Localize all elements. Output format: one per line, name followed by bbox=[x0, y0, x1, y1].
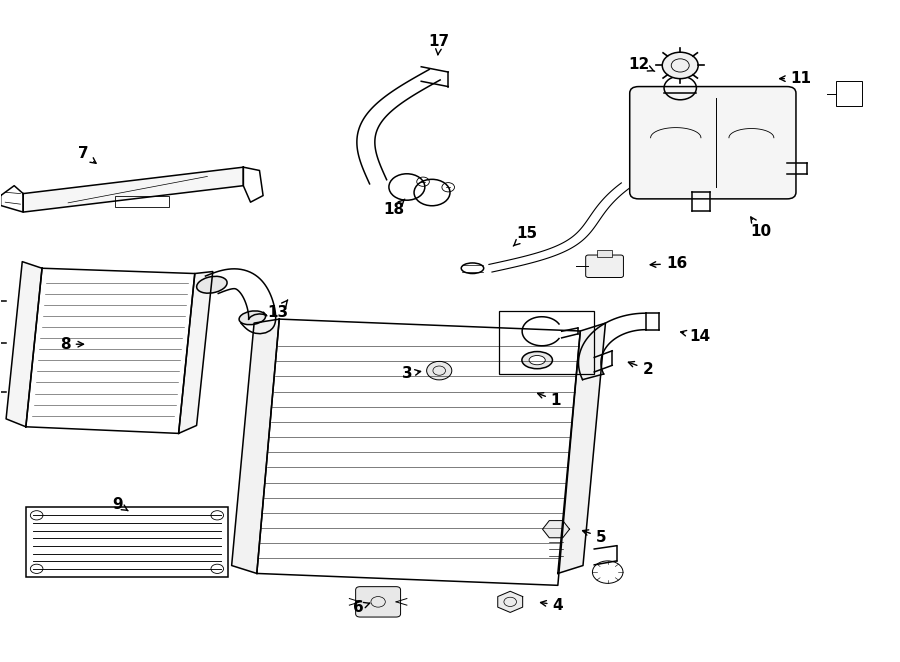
Text: 13: 13 bbox=[267, 300, 288, 320]
Bar bbox=[26, 507, 228, 577]
Text: 12: 12 bbox=[628, 57, 654, 71]
Ellipse shape bbox=[522, 352, 553, 369]
Text: 10: 10 bbox=[751, 217, 771, 240]
Text: 8: 8 bbox=[60, 337, 84, 352]
Polygon shape bbox=[231, 319, 279, 573]
Polygon shape bbox=[543, 520, 570, 538]
Text: 9: 9 bbox=[112, 496, 128, 512]
Text: 6: 6 bbox=[353, 600, 370, 614]
Ellipse shape bbox=[529, 355, 545, 365]
FancyBboxPatch shape bbox=[356, 587, 400, 617]
Polygon shape bbox=[178, 271, 212, 434]
FancyBboxPatch shape bbox=[630, 87, 796, 199]
Bar bbox=[500, 311, 594, 374]
Bar bbox=[115, 195, 169, 207]
Bar bbox=[836, 81, 861, 107]
Polygon shape bbox=[498, 591, 523, 612]
Ellipse shape bbox=[239, 311, 266, 324]
Text: 17: 17 bbox=[428, 34, 450, 55]
Text: 5: 5 bbox=[582, 530, 607, 545]
Text: 4: 4 bbox=[541, 598, 563, 612]
Polygon shape bbox=[558, 323, 606, 573]
Circle shape bbox=[662, 52, 698, 79]
Circle shape bbox=[427, 361, 452, 380]
Text: 1: 1 bbox=[537, 393, 562, 408]
Polygon shape bbox=[6, 261, 42, 427]
Text: 7: 7 bbox=[78, 146, 96, 164]
Text: 14: 14 bbox=[680, 329, 710, 344]
Text: 2: 2 bbox=[628, 361, 653, 377]
Text: 11: 11 bbox=[779, 71, 811, 86]
Text: 3: 3 bbox=[401, 367, 420, 381]
Ellipse shape bbox=[196, 276, 227, 293]
FancyBboxPatch shape bbox=[586, 255, 624, 277]
Text: 18: 18 bbox=[383, 199, 405, 217]
Bar bbox=[598, 250, 612, 257]
Text: 16: 16 bbox=[650, 256, 687, 271]
Text: 15: 15 bbox=[513, 226, 537, 246]
Polygon shape bbox=[23, 167, 243, 212]
